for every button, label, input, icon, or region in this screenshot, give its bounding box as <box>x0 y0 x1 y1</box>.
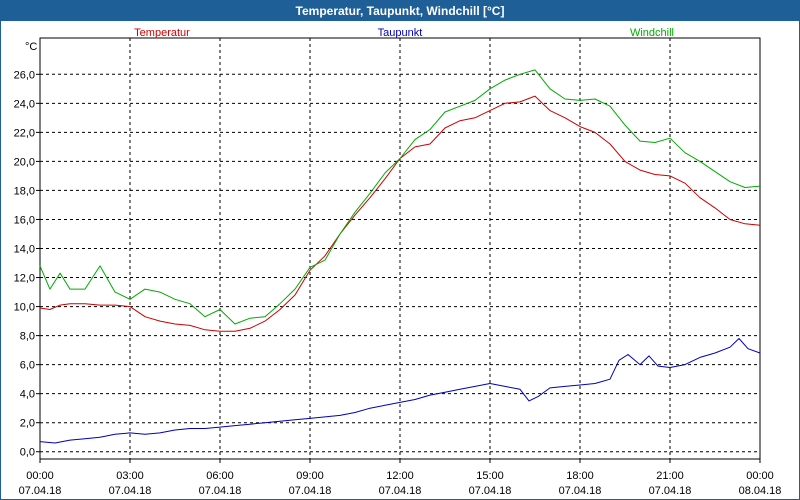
y-tick-label: 8,0 <box>20 331 35 343</box>
y-tick-label: 16,0 <box>14 214 35 226</box>
y-tick-label: 0,0 <box>20 447 35 459</box>
y-tick-label: 10,0 <box>14 302 35 314</box>
series-line-taupunkt <box>39 338 761 444</box>
y-tick-label: 14,0 <box>14 244 35 256</box>
y-tick-label: 26,0 <box>14 69 35 81</box>
y-tick-label: 24,0 <box>14 98 35 110</box>
x-tick-time: 06:00 <box>206 470 234 482</box>
x-tick-time: 09:00 <box>296 470 324 482</box>
x-tick-date: 07.04.18 <box>379 485 422 497</box>
y-tick-label: 22,0 <box>14 127 35 139</box>
x-tick-time: 03:00 <box>116 470 144 482</box>
y-tick-label: 2,0 <box>20 418 35 430</box>
x-axis: 00:00 07.04.18 03:00 07.04.18 06:00 07.04.18 0… <box>19 459 782 497</box>
y-tick-label: 18,0 <box>14 185 35 197</box>
x-tick-time: 15:00 <box>476 470 504 482</box>
y-tick-label: 20,0 <box>14 156 35 168</box>
x-tick-time: 18:00 <box>566 470 594 482</box>
y-axis-label: °C <box>25 41 37 53</box>
legend-taupunkt: Taupunkt <box>378 27 423 39</box>
x-tick-time: 21:00 <box>656 470 684 482</box>
y-tick-label: 6,0 <box>20 360 35 372</box>
y-tick-label: 4,0 <box>20 389 35 401</box>
x-tick-date: 07.04.18 <box>19 485 62 497</box>
x-tick-date: 07.04.18 <box>289 485 332 497</box>
x-tick-time: 00:00 <box>26 470 54 482</box>
x-tick-time: 12:00 <box>386 470 414 482</box>
window-title: Temperatur, Taupunkt, Windchill [°C] <box>1 1 799 21</box>
legend-windchill: Windchill <box>630 27 674 39</box>
series-line-windchill <box>39 69 761 325</box>
y-tick-label: 12,0 <box>14 273 35 285</box>
y-axis: 0,0 2,0 4,0 6,0 8,0 10,0 12,0 14,0 16,0 18,0 20,0 2… <box>14 69 40 459</box>
x-tick-date: 08.04.18 <box>739 485 782 497</box>
x-tick-date: 07.04.18 <box>649 485 692 497</box>
x-tick-date: 07.04.18 <box>109 485 152 497</box>
x-tick-date: 07.04.18 <box>199 485 242 497</box>
series-lines <box>39 69 761 444</box>
legend-temperatur: Temperatur <box>134 27 190 39</box>
x-tick-date: 07.04.18 <box>559 485 602 497</box>
grid-lines <box>40 38 760 459</box>
x-tick-time: 00:00 <box>746 470 774 482</box>
x-tick-date: 07.04.18 <box>469 485 512 497</box>
series-line-temperatur <box>39 95 761 332</box>
